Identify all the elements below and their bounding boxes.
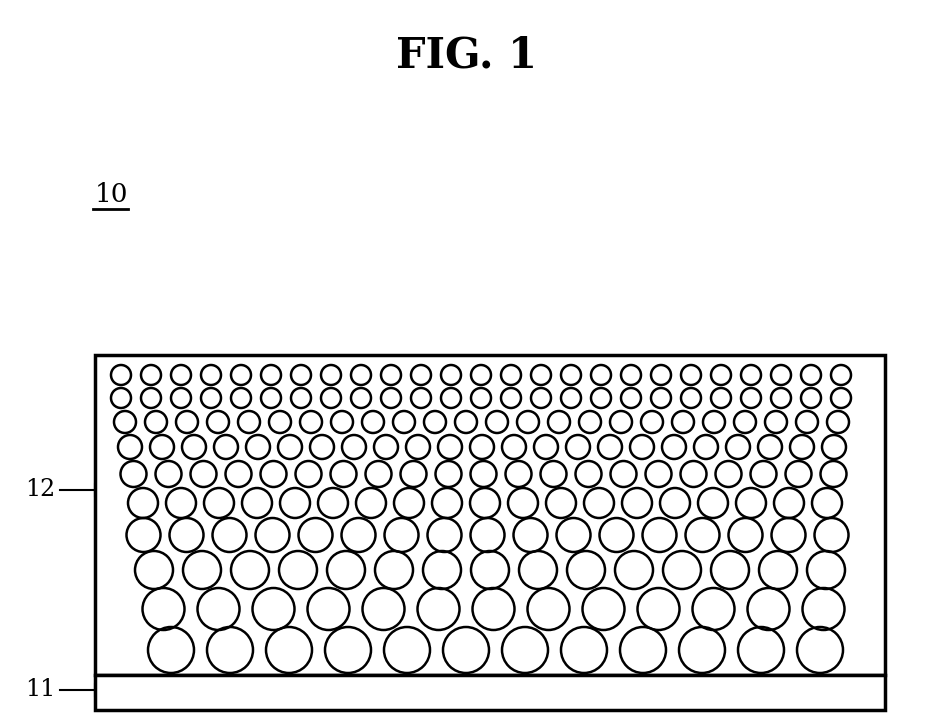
Text: 10: 10 xyxy=(95,182,129,208)
Text: FIG. 1: FIG. 1 xyxy=(395,34,537,76)
Text: 12: 12 xyxy=(25,479,55,502)
Bar xyxy=(95,675,885,710)
Text: 11: 11 xyxy=(25,678,55,702)
Bar xyxy=(95,355,885,675)
